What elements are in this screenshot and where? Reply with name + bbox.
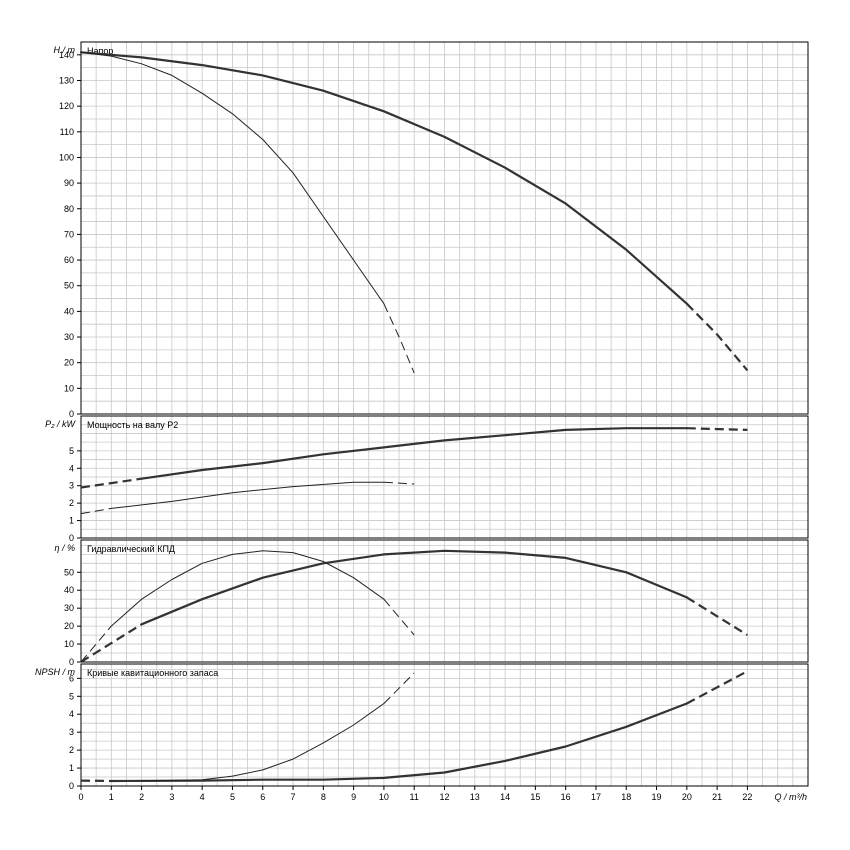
y-tick-label: 2 [69, 498, 74, 508]
curve-3-1-solid [141, 703, 385, 782]
curve-1-1-solid [110, 481, 385, 509]
y-tick-label: 40 [64, 306, 74, 316]
y-tick-label: 40 [64, 585, 74, 595]
x-tick-label: 2 [139, 792, 144, 802]
y-tick-label: 0 [69, 657, 74, 667]
curve-0-1-solid [80, 51, 385, 305]
y-tick-label: 20 [64, 621, 74, 631]
y-tick-label: 1 [69, 763, 74, 773]
curve-1-1-dashed-start [80, 507, 112, 515]
y-tick-label: 10 [64, 639, 74, 649]
y-tick-label: 130 [59, 75, 74, 85]
y-axis-label: H / m [54, 45, 76, 55]
panel-frame [80, 539, 809, 663]
curve-2-0-dashed-end [686, 596, 748, 637]
panel-frame [80, 415, 809, 539]
y-tick-label: 50 [64, 567, 74, 577]
curve-2-0-solid [140, 549, 688, 626]
x-tick-label: 7 [291, 792, 296, 802]
curve-0-1-dashed-end [383, 303, 415, 374]
panel-frame [80, 41, 809, 415]
curve-1-1-dashed-end [383, 481, 415, 485]
y-tick-label: 3 [69, 727, 74, 737]
x-tick-label: 10 [379, 792, 389, 802]
x-tick-label: 15 [530, 792, 540, 802]
curve-1-0-solid [140, 427, 688, 480]
y-tick-label: 5 [69, 446, 74, 456]
y-tick-label: 30 [64, 603, 74, 613]
panel-title: Напор [87, 46, 113, 56]
curve-2-1-solid [110, 550, 385, 627]
x-tick-label: 14 [500, 792, 510, 802]
x-tick-label: 4 [200, 792, 205, 802]
x-tick-label: 11 [410, 792, 419, 802]
x-tick-label: 6 [260, 792, 265, 802]
curve-2-1-dashed-start [80, 625, 112, 663]
x-tick-label: 21 [712, 792, 722, 802]
y-tick-label: 5 [69, 691, 74, 701]
y-tick-label: 30 [64, 332, 74, 342]
y-axis-label: η / % [54, 543, 75, 553]
y-tick-label: 80 [64, 204, 74, 214]
y-tick-label: 0 [69, 409, 74, 419]
y-tick-label: 1 [69, 516, 74, 526]
curve-0-0-solid [79, 51, 688, 305]
x-tick-label: 19 [652, 792, 662, 802]
panel-title: Гидравлический КПД [87, 544, 175, 554]
panel-title: Кривые кавитационного запаса [87, 668, 218, 678]
y-tick-label: 60 [64, 255, 74, 265]
curve-3-0-solid [110, 702, 688, 783]
x-tick-label: 9 [351, 792, 356, 802]
curve-3-0-dashed-end [686, 670, 748, 705]
y-tick-label: 140 [59, 50, 74, 60]
y-tick-label: 70 [64, 229, 74, 239]
curve-2-1-dashed-end [383, 598, 415, 636]
curve-1-0-dashed-end [686, 427, 748, 431]
x-tick-label: 22 [742, 792, 752, 802]
y-tick-label: 50 [64, 281, 74, 291]
y-tick-label: 10 [64, 383, 74, 393]
y-tick-label: 20 [64, 358, 74, 368]
x-tick-label: 16 [561, 792, 571, 802]
y-axis-label: NPSH / m [35, 667, 76, 677]
y-tick-label: 4 [69, 463, 74, 473]
curve-0-0-dashed-end [686, 302, 749, 372]
curve-1-0-dashed-start [80, 477, 142, 489]
curve-2-0-dashed-start [80, 623, 143, 663]
y-tick-label: 110 [60, 127, 74, 137]
x-tick-label: 18 [621, 792, 631, 802]
x-tick-label: 5 [230, 792, 235, 802]
y-axis-label: P₂ / kW [45, 419, 76, 429]
panel-title: Мощность на валу P2 [87, 420, 178, 430]
y-tick-label: 90 [64, 178, 74, 188]
curve-3-1-dashed-end [383, 672, 415, 704]
x-tick-label: 3 [169, 792, 174, 802]
y-tick-label: 2 [69, 745, 74, 755]
x-tick-label: 8 [321, 792, 326, 802]
y-tick-label: 100 [59, 152, 74, 162]
y-tick-label: 0 [69, 533, 74, 543]
y-tick-label: 0 [69, 781, 74, 791]
x-tick-label: 17 [591, 792, 601, 802]
x-tick-label: 13 [470, 792, 480, 802]
x-tick-label: 0 [78, 792, 83, 802]
y-tick-label: 120 [59, 101, 74, 111]
x-axis-label: Q / m³/h [774, 792, 807, 802]
x-tick-label: 20 [682, 792, 692, 802]
y-tick-label: 6 [69, 673, 74, 683]
x-tick-label: 1 [109, 792, 114, 802]
y-tick-label: 4 [69, 709, 74, 719]
x-tick-label: 12 [439, 792, 449, 802]
y-tick-label: 3 [69, 481, 74, 491]
